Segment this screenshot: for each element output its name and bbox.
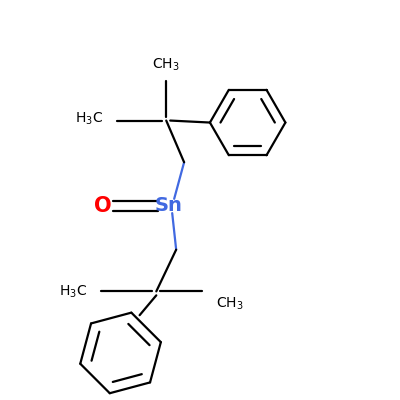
Text: H$_3$C: H$_3$C — [59, 283, 87, 300]
Text: O: O — [94, 196, 112, 216]
Text: CH$_3$: CH$_3$ — [216, 295, 244, 312]
Text: Sn: Sn — [154, 196, 182, 216]
Text: H$_3$C: H$_3$C — [74, 110, 103, 127]
Text: CH$_3$: CH$_3$ — [152, 56, 180, 73]
